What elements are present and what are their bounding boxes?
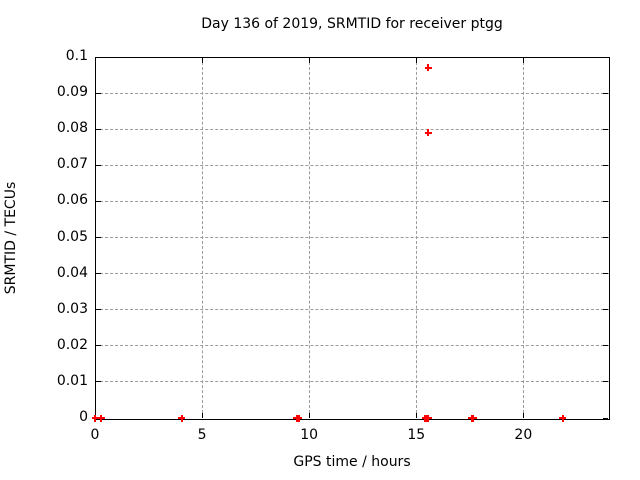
y-tick-label: 0.02 [56,336,88,353]
y-tick-mark-right [603,56,608,58]
grid-line-horizontal [95,92,609,94]
x-tick-label: 20 [514,427,533,443]
y-tick-mark-left [96,381,101,383]
x-tick-mark-bottom [201,413,203,418]
x-axis-label: GPS time / hours [293,454,411,470]
y-tick-mark-right [603,128,608,130]
grid-line-horizontal [95,381,609,383]
y-tick-mark-left [96,309,101,311]
y-tick-mark-left [96,164,101,166]
data-point-plus-marker-vbar [100,414,103,422]
grid-line-horizontal [95,128,609,130]
y-tick-mark-right [603,417,608,419]
y-tick-mark-left [96,56,101,58]
y-tick-label: 0.07 [56,156,88,173]
data-point-plus-marker-vbar [180,414,183,422]
data-point-plus-marker-vbar [427,129,430,137]
grid-line-horizontal [95,164,609,166]
y-tick-label: 0.08 [56,120,88,137]
x-tick-label: 10 [300,427,319,443]
x-tick-label: 0 [90,427,100,443]
grid-line-horizontal [95,237,609,238]
x-tick-label: 15 [407,427,426,443]
x-tick-mark-bottom [522,413,524,418]
grid-line-horizontal [95,309,609,311]
y-tick-mark-left [96,237,101,238]
y-tick-mark-right [603,92,608,94]
data-point-plus-marker-vbar [561,414,564,422]
y-axis-label: SRMTID / TECUs [3,181,19,295]
data-point-plus-marker-vbar [94,414,96,422]
data-point-plus-marker-vbar [472,414,475,422]
x-tick-mark-top [522,58,524,63]
x-tick-mark-bottom [308,413,310,418]
x-tick-mark-bottom [415,413,417,418]
data-point-plus-marker-vbar [427,414,430,422]
y-tick-label: 0.1 [65,48,88,64]
y-tick-mark-right [603,273,608,275]
chart-title: Day 136 of 2019, SRMTID for receiver ptg… [201,16,503,32]
data-point-plus-marker-vbar [297,414,300,422]
y-tick-label: 0.01 [56,372,88,389]
y-tick-mark-right [603,237,608,238]
x-tick-mark-top [201,58,203,63]
y-tick-mark-left [96,200,101,202]
y-tick-label: 0.05 [56,228,88,245]
y-tick-label: 0.04 [56,264,88,281]
y-tick-mark-left [96,273,101,275]
y-tick-mark-left [96,345,101,347]
x-tick-label: 5 [197,427,207,443]
y-tick-label: 0.03 [56,300,88,317]
x-tick-mark-top [308,58,310,63]
y-tick-mark-right [603,345,608,347]
y-tick-mark-right [603,381,608,383]
data-point-plus-marker-vbar [427,64,430,72]
y-tick-label: 0.06 [56,192,88,209]
grid-line-horizontal [95,273,609,275]
y-tick-label: 0.09 [56,84,88,101]
grid-line-horizontal [95,200,609,202]
x-tick-mark-top [415,58,417,63]
y-tick-mark-left [96,92,101,94]
y-tick-mark-right [603,200,608,202]
x-tick-mark-top [94,58,96,63]
y-tick-mark-right [603,309,608,311]
y-tick-mark-left [96,128,101,130]
plot-area [95,57,610,420]
grid-line-horizontal [95,345,609,347]
y-tick-label: 0 [79,409,88,425]
y-tick-mark-right [603,164,608,166]
